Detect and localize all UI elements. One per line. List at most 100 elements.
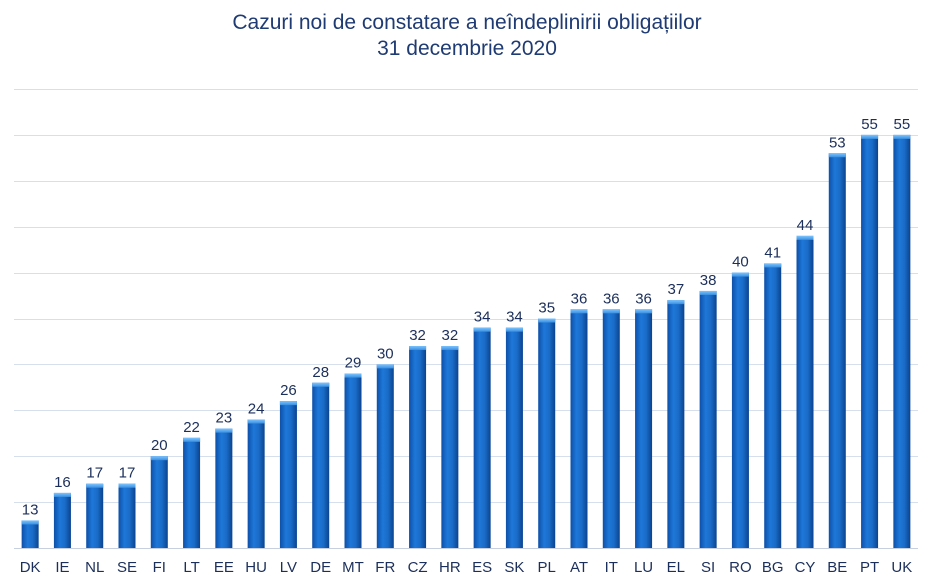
bar-pt <box>861 134 879 548</box>
chart-title: Cazuri noi de constatare a neîndepliniri… <box>232 11 702 34</box>
x-tick-label-dk: DK <box>20 559 41 576</box>
value-label-si: 38 <box>700 272 717 289</box>
bar-cap <box>570 309 588 314</box>
bar-body <box>409 346 427 548</box>
value-label-pl: 35 <box>538 300 555 317</box>
value-label-hr: 32 <box>442 327 459 344</box>
x-tick-label-sk: SK <box>504 559 524 576</box>
bar-body <box>473 327 491 548</box>
x-tick-label-fi: FI <box>153 559 166 576</box>
bar-si <box>699 290 717 548</box>
x-tick-label-ie: IE <box>55 559 69 576</box>
x-tick-label-uk: UK <box>891 559 912 576</box>
bar-be <box>828 153 846 548</box>
bar-cap <box>473 327 491 332</box>
bar-cap <box>150 456 168 461</box>
bar-body <box>247 419 265 548</box>
bar-cap <box>505 327 523 332</box>
chart-subtitle: 31 decembrie 2020 <box>377 37 557 60</box>
x-tick-label-bg: BG <box>762 559 784 576</box>
bar-body <box>21 520 39 548</box>
value-label-cz: 32 <box>409 327 426 344</box>
bar-cap <box>441 346 459 351</box>
x-tick-label-at: AT <box>570 559 588 576</box>
value-label-de: 28 <box>312 364 329 381</box>
x-tick-label-be: BE <box>827 559 847 576</box>
bar-cap <box>21 520 39 525</box>
x-tick-label-nl: NL <box>85 559 104 576</box>
bar-cap <box>538 318 556 323</box>
bar-body <box>215 428 233 548</box>
x-tick-label-ee: EE <box>214 559 234 576</box>
x-tick-label-si: SI <box>701 559 715 576</box>
value-label-es: 34 <box>474 309 491 326</box>
grid-lines <box>14 89 918 549</box>
x-tick-label-mt: MT <box>342 559 364 576</box>
bar-cap <box>118 483 136 488</box>
bar-body <box>828 153 846 548</box>
bar-pl <box>538 318 556 548</box>
bar-cap <box>796 235 814 240</box>
value-label-be: 53 <box>829 134 846 151</box>
x-tick-label-fr: FR <box>375 559 395 576</box>
bar-at <box>570 309 588 548</box>
x-tick-label-lv: LV <box>280 559 297 576</box>
bar-cap <box>247 419 265 424</box>
value-label-nl: 17 <box>86 465 103 482</box>
bar-el <box>667 300 685 548</box>
bar-cap <box>893 134 911 139</box>
bar-cap <box>312 382 330 387</box>
bar-body <box>279 401 297 548</box>
value-label-pt: 55 <box>861 116 878 133</box>
bar-bg <box>764 263 782 548</box>
bar-ee <box>215 428 233 548</box>
bars <box>21 134 911 548</box>
bar-cap <box>731 272 749 277</box>
value-label-sk: 34 <box>506 309 523 326</box>
bar-cap <box>183 437 201 442</box>
value-label-lu: 36 <box>635 290 652 307</box>
bar-cap <box>699 290 717 295</box>
bar-cap <box>861 134 879 139</box>
bar-body <box>376 364 394 548</box>
x-tick-label-cz: CZ <box>408 559 428 576</box>
bar-ro <box>731 272 749 548</box>
value-label-lv: 26 <box>280 382 297 399</box>
bar-body <box>602 309 620 548</box>
bar-cap <box>344 373 362 378</box>
bar-hr <box>441 346 459 548</box>
x-tick-label-hr: HR <box>439 559 461 576</box>
x-tick-label-se: SE <box>117 559 137 576</box>
bar-body <box>731 272 749 548</box>
bar-cap <box>764 263 782 268</box>
x-tick-label-it: IT <box>605 559 618 576</box>
bar-lv <box>279 401 297 548</box>
value-label-fi: 20 <box>151 437 168 454</box>
bar-body <box>635 309 653 548</box>
bar-se <box>118 483 136 548</box>
bar-cy <box>796 235 814 548</box>
value-label-at: 36 <box>571 290 588 307</box>
bar-body <box>570 309 588 548</box>
bar-cap <box>376 364 394 369</box>
bar-cap <box>215 428 233 433</box>
bar-it <box>602 309 620 548</box>
bar-body <box>667 300 685 548</box>
bar-body <box>183 437 201 548</box>
bar-cap <box>602 309 620 314</box>
bar-lu <box>635 309 653 548</box>
x-tick-label-lu: LU <box>634 559 653 576</box>
x-tick-label-hu: HU <box>245 559 267 576</box>
bar-hu <box>247 419 265 548</box>
value-label-it: 36 <box>603 290 620 307</box>
x-tick-label-ro: RO <box>729 559 752 576</box>
bar-fi <box>150 456 168 548</box>
bar-cap <box>279 401 297 406</box>
value-label-mt: 29 <box>345 355 362 372</box>
bar-body <box>861 134 879 548</box>
bar-cz <box>409 346 427 548</box>
value-label-cy: 44 <box>797 217 814 234</box>
value-label-se: 17 <box>119 465 136 482</box>
value-label-el: 37 <box>668 281 685 298</box>
